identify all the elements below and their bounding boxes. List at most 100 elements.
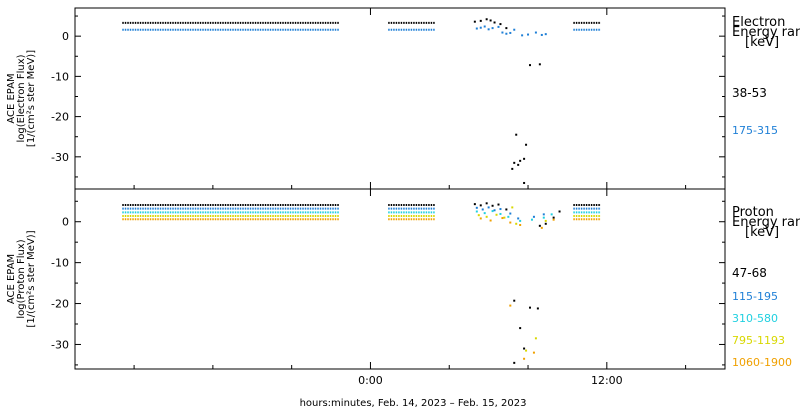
- data-point: [499, 212, 502, 215]
- data-point: [509, 212, 512, 215]
- data-point: [523, 157, 526, 160]
- data-point: [473, 20, 476, 23]
- data-point: [499, 23, 502, 26]
- data-point: [483, 25, 486, 28]
- y-tick-label: -10: [51, 70, 69, 83]
- y-axis-label-line: ACE EPAM: [6, 73, 17, 123]
- data-point: [525, 349, 528, 352]
- data-point: [523, 181, 526, 184]
- panel-2: 0 -10 -20 -30 ACE EPAMlog(Proton Flux)[1/(cm…: [6, 188, 800, 370]
- x-tick-label: 12:00: [591, 374, 623, 387]
- plot-frame: [74, 7, 726, 190]
- data-point: [558, 210, 561, 213]
- legend-title: Energy ran: [732, 215, 800, 230]
- data-point: [552, 218, 555, 221]
- data-point: [475, 210, 478, 213]
- data-point: [519, 224, 522, 226]
- data-point: [487, 28, 490, 31]
- data-point: [519, 327, 522, 330]
- legend-entry: 115-195: [732, 290, 778, 303]
- legend-entry: 47-68: [732, 266, 767, 280]
- y-axis-label: ACE EPAMlog(Electron Flux)[1/(cm²s ster …: [6, 50, 37, 147]
- data-point: [517, 163, 520, 166]
- data-point: [485, 18, 488, 21]
- y-tick-label: -30: [51, 338, 69, 351]
- data-point: [540, 33, 543, 36]
- legend-title: Proton: [732, 205, 774, 220]
- data-point: [536, 307, 539, 310]
- data-point: [501, 31, 504, 34]
- data-point: [519, 159, 522, 162]
- y-tick-label: -10: [51, 257, 69, 270]
- y-axis-label-line: log(Proton Flux): [16, 239, 27, 318]
- data-point: [511, 167, 514, 170]
- data-point: [532, 351, 535, 354]
- data-point: [513, 28, 516, 31]
- y-tick-label: -20: [51, 111, 69, 124]
- data-point: [483, 212, 486, 215]
- data-point: [485, 215, 488, 218]
- data-point: [530, 218, 533, 221]
- data-point: [538, 224, 541, 227]
- data-point: [495, 213, 498, 216]
- data-point: [497, 203, 500, 206]
- data-point: [509, 31, 512, 34]
- data-point: [525, 143, 528, 146]
- data-point: [491, 210, 494, 213]
- x-axis-title: hours:minutes, Feb. 14, 2023 – Feb. 15, …: [300, 398, 527, 409]
- data-point: [509, 221, 512, 224]
- data-point: [475, 27, 478, 30]
- data-point: [479, 217, 482, 220]
- y-axis-label-line: [1/(cm²s ster MeV)]: [26, 50, 37, 147]
- legend-entry: 310-580: [732, 312, 778, 325]
- data-point: [544, 33, 547, 36]
- series-38-53: [122, 18, 601, 184]
- data-point: [481, 208, 484, 211]
- data-point: [485, 202, 488, 205]
- data-point: [479, 204, 482, 207]
- data-point: [529, 64, 531, 67]
- series-310-580: [122, 210, 601, 222]
- data-point: [499, 208, 502, 211]
- data-point: [493, 209, 496, 212]
- x-tick-label: 0:00: [358, 374, 383, 387]
- data-point: [501, 217, 504, 220]
- data-point: [552, 216, 555, 219]
- data-point: [513, 299, 516, 302]
- data-point: [542, 213, 545, 216]
- series-175-315: [122, 25, 601, 37]
- legend-title: Electron: [732, 15, 785, 30]
- legend-entry: 795-1193: [732, 334, 785, 347]
- data-point: [497, 25, 500, 28]
- data-point: [477, 214, 480, 217]
- data-point: [515, 133, 518, 136]
- legend-title: Energy ran: [732, 25, 800, 40]
- y-axis-label-line: [1/(cm²s ster MeV)]: [26, 230, 37, 327]
- data-point: [517, 217, 520, 220]
- legend-entry: 1060-1900: [732, 356, 792, 369]
- data-point: [479, 26, 482, 29]
- data-point: [534, 31, 537, 34]
- data-point: [521, 34, 524, 37]
- data-point: [503, 216, 506, 219]
- y-tick-label: 0: [62, 30, 69, 43]
- data-point: [475, 206, 478, 209]
- data-point: [507, 215, 510, 218]
- data-point: [511, 206, 514, 209]
- data-point: [542, 216, 545, 219]
- legend-title: [keV]: [745, 225, 779, 240]
- series-795-1193: [122, 206, 601, 352]
- data-point: [491, 27, 494, 30]
- data-point: [519, 219, 522, 222]
- data-point: [513, 361, 516, 364]
- y-axis-label: ACE EPAMlog(Proton Flux)[1/(cm²s ster Me…: [6, 230, 37, 327]
- y-axis-label-line: log(Electron Flux): [16, 54, 27, 142]
- data-point: [540, 226, 543, 229]
- plot-frame: [74, 188, 726, 370]
- data-point: [529, 306, 531, 309]
- panel-1: 0 -10 -20 -30 ACE EPAMlog(Electron Flux)[1/(…: [6, 7, 800, 190]
- legend-entry: 175-315: [732, 124, 778, 137]
- y-tick-label: -20: [51, 298, 69, 311]
- data-point: [505, 32, 508, 35]
